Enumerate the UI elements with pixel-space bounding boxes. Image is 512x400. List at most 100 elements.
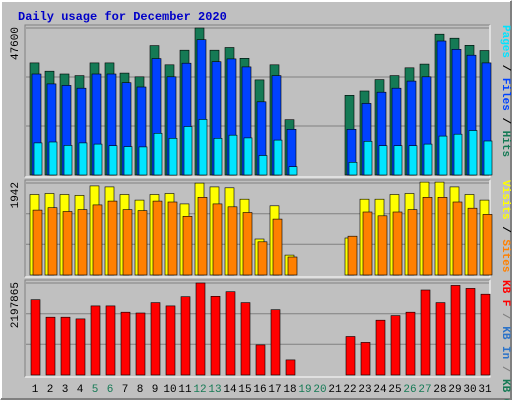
chart-panels: 47600 Pages / Files / Hits 1942 Visits / Si… [10, 24, 511, 400]
bar-sites-day-18 [287, 256, 298, 276]
bar-kb-f-day-8 [135, 312, 146, 376]
bar-kb-f-day-29 [450, 285, 461, 376]
legend-entry: / [499, 306, 511, 326]
bar-sites-day-12 [197, 197, 208, 276]
bar-pages-day-31 [483, 140, 493, 176]
legend-separator: / [499, 220, 511, 240]
bar-kb-f-day-24 [375, 319, 386, 376]
x-tick-label: 17 [268, 384, 281, 396]
bar-sites-day-22 [347, 235, 358, 276]
bar-sites-day-1 [32, 209, 43, 276]
bar-kb-f-day-13 [210, 295, 221, 376]
x-tick-label: 18 [283, 384, 296, 396]
x-tick-label: 10 [163, 384, 176, 396]
x-tick-label: 31 [478, 384, 492, 396]
bar-kb-f-day-17 [270, 309, 281, 376]
bar-kb-f-day-15 [240, 302, 251, 376]
bar-sites-day-31 [482, 214, 493, 276]
bar-kb-f-day-18 [285, 359, 296, 376]
x-tick-label: 24 [373, 384, 387, 396]
bar-sites-day-27 [422, 197, 433, 276]
bar-kb-f-day-30 [465, 288, 476, 376]
bar-sites-day-9 [152, 200, 163, 276]
bar-kb-f-day-10 [165, 305, 176, 376]
bar-sites-day-30 [467, 207, 478, 276]
bar-pages-day-15 [243, 137, 253, 176]
bar-sites-day-28 [437, 197, 448, 276]
bar-kb-f-day-26 [405, 311, 416, 376]
legend-entry: / [499, 359, 511, 379]
bar-pages-day-4 [78, 142, 88, 176]
bar-sites-day-10 [167, 201, 178, 276]
bar-sites-day-5 [92, 204, 103, 276]
bar-pages-day-9 [153, 133, 163, 176]
x-tick-label: 3 [62, 384, 69, 396]
x-tick-label: 30 [463, 384, 476, 396]
bar-sites-day-7 [122, 209, 133, 276]
bar-kb-f-day-31 [480, 293, 491, 376]
bar-pages-day-3 [63, 145, 73, 176]
bar-sites-day-17 [272, 218, 283, 276]
x-tick-label: 25 [388, 384, 401, 396]
bar-sites-day-24 [377, 215, 388, 276]
x-axis: 1 2 3 4 5 6 7 8 9 10 11 12 13 14 15 16 17 18 19 20 21 22 23 24 2… [32, 384, 492, 396]
bar-sites-day-23 [362, 211, 373, 276]
bar-pages-day-13 [213, 138, 223, 176]
x-tick-label: 27 [418, 384, 431, 396]
bar-pages-day-30 [468, 130, 478, 176]
legend-entry: KB F [499, 280, 511, 306]
legend-entry: Sites [499, 239, 511, 272]
bar-pages-day-2 [48, 141, 58, 176]
bar-pages-day-8 [138, 146, 148, 176]
x-tick-label: 6 [107, 384, 114, 396]
bar-pages-day-25 [393, 145, 403, 176]
bar-pages-day-24 [378, 145, 388, 176]
bar-sites-day-16 [257, 241, 268, 276]
bar-pages-day-7 [123, 146, 133, 176]
x-tick-label: 1 [32, 384, 39, 396]
legend-visitors: Visits / Sites [499, 180, 511, 272]
bar-pages-day-29 [453, 133, 463, 176]
legend-entry: Hits [499, 131, 511, 157]
plot-bevel-dark [24, 24, 490, 177]
bar-kb-f-day-22 [345, 336, 356, 376]
x-tick-label: 7 [122, 384, 129, 396]
bar-pages-day-6 [108, 145, 118, 176]
x-tick-label: 9 [152, 384, 159, 396]
legend-requests: Pages / Files / Hits [499, 25, 511, 157]
bar-kb-f-day-27 [420, 289, 431, 376]
legend-separator: / [499, 58, 511, 78]
bar-kb-f-day-4 [75, 318, 86, 376]
bar-pages-day-12 [198, 119, 208, 176]
plot-bevel-dark [24, 179, 490, 277]
x-tick-label: 19 [298, 384, 311, 396]
bar-pages-day-22 [348, 162, 358, 176]
panel-visitors: 1942 Visits / Sites [10, 179, 511, 278]
x-tick-label: 8 [137, 384, 144, 396]
chart-title: Daily usage for December 2020 [18, 10, 227, 24]
bar-kb-f-day-9 [150, 302, 161, 376]
x-tick-label: 28 [433, 384, 446, 396]
bar-sites-day-26 [407, 209, 418, 276]
legend-entry: Visits [499, 180, 511, 220]
bar-pages-day-5 [93, 143, 103, 176]
bar-kb-f-day-6 [105, 305, 116, 376]
legend-kbytes: KB F / KB In / KB Out [499, 280, 511, 400]
bar-kb-f-day-23 [360, 342, 371, 376]
bar-sites-day-15 [242, 212, 253, 276]
bar-kb-f-day-3 [60, 316, 71, 376]
bar-kb-f-day-2 [45, 316, 56, 376]
legend-entry: Pages [499, 25, 511, 58]
bar-kb-f-day-1 [30, 299, 41, 376]
y-max-label-requests: 47600 [10, 27, 22, 60]
x-tick-label: 16 [253, 384, 266, 396]
bar-pages-day-17 [273, 139, 283, 176]
panel-kbytes: 2197865 KB F / KB In / KB Out [10, 279, 511, 400]
bar-pages-day-14 [228, 134, 238, 176]
bar-kb-f-day-14 [225, 291, 236, 376]
bar-sites-day-8 [137, 210, 148, 276]
x-tick-label: 5 [92, 384, 99, 396]
legend-entry: KB Out [499, 379, 511, 400]
